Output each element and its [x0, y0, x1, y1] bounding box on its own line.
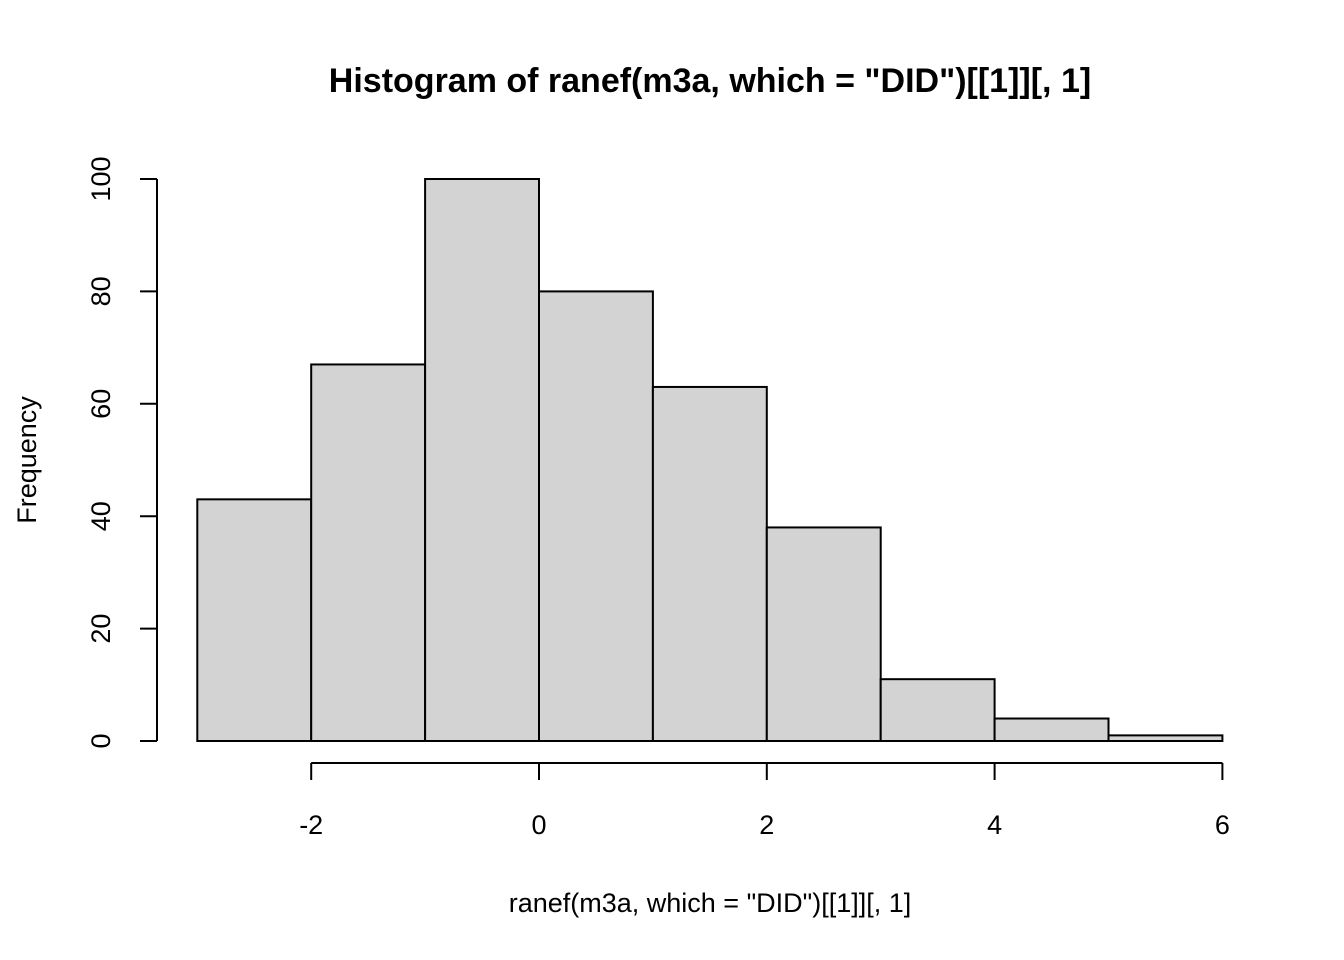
x-axis-label: ranef(m3a, which = "DID")[[1]][, 1] [509, 888, 912, 918]
x-tick-label: 4 [987, 810, 1002, 840]
y-axis-label: Frequency [12, 396, 42, 524]
y-axis: 0 20 40 60 80 100 [86, 156, 158, 749]
y-tick-label: 0 [86, 733, 116, 748]
y-tick-label: 80 [86, 276, 116, 306]
histogram-bar [196, 498, 313, 742]
histogram-bar [1107, 734, 1224, 743]
x-tick-label: 6 [1215, 810, 1230, 840]
histogram-bar [651, 385, 768, 742]
chart-title: Histogram of ranef(m3a, which = "DID")[[… [329, 62, 1091, 100]
y-tick-label: 20 [86, 614, 116, 644]
x-axis: -2 0 2 4 6 [299, 762, 1230, 840]
histogram-bar [310, 363, 427, 742]
y-tick-label: 60 [86, 389, 116, 419]
y-tick-label: 40 [86, 501, 116, 531]
y-tick-label: 100 [86, 156, 116, 201]
histogram-bar [424, 178, 541, 742]
histogram-bar [993, 717, 1110, 743]
histogram-bar [538, 290, 654, 742]
x-tick-label: 0 [531, 810, 546, 840]
histogram-bar [765, 526, 882, 742]
histogram-bar [879, 678, 996, 742]
x-tick-label: -2 [299, 810, 323, 840]
x-tick-label: 2 [759, 810, 774, 840]
histogram-bars [196, 178, 1224, 743]
